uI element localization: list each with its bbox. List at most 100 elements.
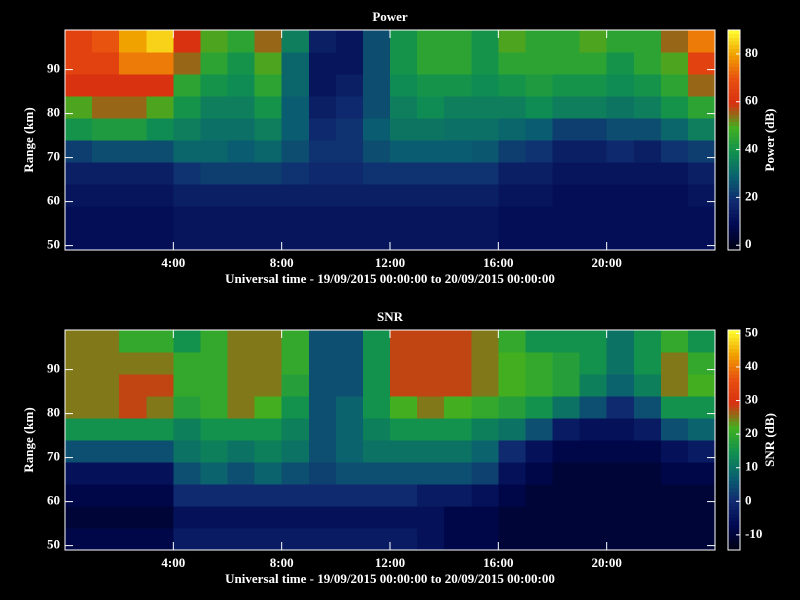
heatmap-cell xyxy=(227,374,256,397)
x-tick-label: 4:00 xyxy=(161,555,185,570)
heatmap-cell xyxy=(417,462,445,485)
heatmap-cell xyxy=(417,330,445,353)
colorbar-segment xyxy=(728,355,740,360)
colorbar-segment xyxy=(728,129,740,134)
heatmap-cell xyxy=(471,418,499,441)
heatmap-cell xyxy=(281,418,310,441)
heatmap-cell xyxy=(606,184,635,207)
heatmap-cell xyxy=(173,396,201,419)
heatmap-cell xyxy=(525,96,553,119)
heatmap-cell xyxy=(119,462,147,485)
heatmap-cell xyxy=(552,140,581,163)
x-tick-label: 20:00 xyxy=(591,255,621,270)
heatmap-cell xyxy=(606,162,635,185)
colorbar-segment xyxy=(728,513,740,518)
heatmap-cell xyxy=(362,506,391,529)
colorbar-segment xyxy=(728,531,740,536)
colorbar-segment xyxy=(728,498,740,503)
heatmap-cell xyxy=(335,462,364,485)
heatmap-cell xyxy=(227,140,256,163)
heatmap-cell xyxy=(200,374,228,397)
heatmap-cell xyxy=(444,96,472,119)
heatmap-cell xyxy=(200,528,228,551)
colorbar-segment xyxy=(728,407,740,412)
colorbar-segment xyxy=(728,209,740,214)
colorbar-segment xyxy=(728,154,740,159)
heatmap-cell xyxy=(65,74,93,97)
heatmap-cell xyxy=(633,352,662,375)
colorbar-segment xyxy=(728,74,740,79)
heatmap-cell xyxy=(579,396,608,419)
heatmap-cell xyxy=(606,484,635,507)
colorbar-segment xyxy=(728,66,740,71)
colorbar-segment xyxy=(728,443,740,448)
heatmap-cell xyxy=(687,462,716,485)
chart-title: SNR xyxy=(377,309,404,324)
heatmap-cell xyxy=(146,74,174,97)
heatmap-cell xyxy=(281,528,310,551)
heatmap-cell xyxy=(390,52,418,75)
heatmap-cell xyxy=(444,374,472,397)
heatmap-cell xyxy=(92,528,120,551)
heatmap-cell xyxy=(173,506,201,529)
heatmap-cell xyxy=(254,118,283,141)
colorbar-tick-label: 10 xyxy=(745,459,758,474)
heatmap-cell xyxy=(254,30,283,53)
colorbar-segment xyxy=(728,542,740,547)
heatmap-cell xyxy=(579,330,608,353)
heatmap-cell xyxy=(606,52,635,75)
heatmap-cell xyxy=(65,396,93,419)
heatmap-cell xyxy=(281,30,310,53)
heatmap-cell xyxy=(65,96,93,119)
heatmap-cell xyxy=(65,162,93,185)
heatmap-cell xyxy=(633,30,662,53)
colorbar-segment xyxy=(728,169,740,174)
heatmap-cell xyxy=(200,418,228,441)
heatmap-cell xyxy=(227,462,256,485)
heatmap-cell xyxy=(308,462,337,485)
colorbar-segment xyxy=(728,396,740,401)
heatmap-cell xyxy=(498,330,526,353)
heatmap-cell xyxy=(173,440,201,463)
colorbar-segment xyxy=(728,96,740,101)
colorbar-segment xyxy=(728,231,740,236)
heatmap-cell xyxy=(579,52,608,75)
heatmap-cell xyxy=(308,506,337,529)
y-axis-label: Range (km) xyxy=(21,107,36,172)
heatmap-cell xyxy=(579,374,608,397)
heatmap-cell xyxy=(254,206,283,229)
colorbar-segment xyxy=(728,70,740,75)
heatmap-cell xyxy=(335,118,364,141)
heatmap-cell xyxy=(173,330,201,353)
heatmap-cell xyxy=(606,228,635,251)
heatmap-cell xyxy=(525,352,553,375)
heatmap-cell xyxy=(200,484,228,507)
heatmap-cell xyxy=(525,418,553,441)
colorbar-segment xyxy=(728,202,740,207)
heatmap-cell xyxy=(390,330,418,353)
x-axis-label: Universal time - 19/09/2015 00:00:00 to … xyxy=(225,571,555,586)
colorbar-segment xyxy=(728,476,740,481)
heatmap-cell xyxy=(498,374,526,397)
heatmap-cell xyxy=(579,96,608,119)
heatmap-cell xyxy=(308,30,337,53)
heatmap-cell xyxy=(146,484,174,507)
heatmap-cell xyxy=(65,140,93,163)
heatmap-cell xyxy=(525,484,553,507)
heatmap-cell xyxy=(146,528,174,551)
heatmap-cell xyxy=(633,440,662,463)
heatmap-cell xyxy=(92,330,120,353)
heatmap-cell xyxy=(444,506,472,529)
heatmap-cell xyxy=(65,30,93,53)
heatmap-cell xyxy=(606,462,635,485)
colorbar-segment xyxy=(728,118,740,123)
heatmap-cell xyxy=(417,74,445,97)
heatmap-cell xyxy=(525,184,553,207)
heatmap-cell xyxy=(362,484,391,507)
colorbar-segment xyxy=(728,429,740,434)
colorbar-label: SNR (dB) xyxy=(762,413,777,467)
colorbar-segment xyxy=(728,99,740,104)
heatmap-cell xyxy=(525,118,553,141)
colorbar-segment xyxy=(728,59,740,64)
heatmap-cell xyxy=(335,528,364,551)
